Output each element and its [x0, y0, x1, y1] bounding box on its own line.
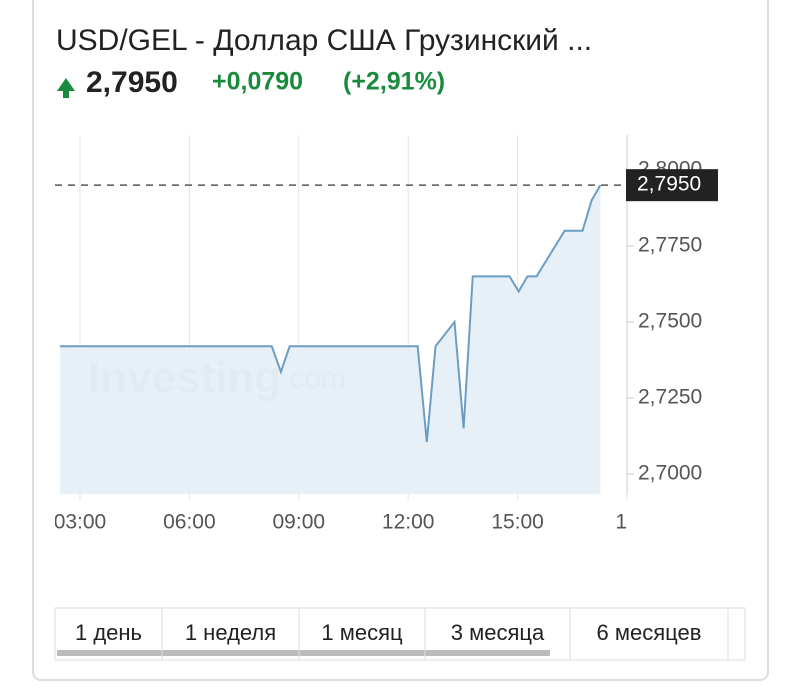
tab[interactable]: 3 месяца: [451, 620, 545, 645]
y-tick-label: 2,7000: [638, 461, 702, 484]
tab[interactable]: 6 месяцев: [597, 620, 702, 645]
up-arrow: [57, 78, 75, 98]
y-tick-label: 2,7250: [638, 385, 702, 408]
price-marker: [626, 169, 718, 202]
tabs: 1 день 1 неделя 1 месяц 3 месяца 6 месяцев: [75, 608, 729, 660]
x-tick-label: 06:00: [163, 511, 216, 534]
card: [32, 0, 769, 681]
y-tick-label: 2,7750: [638, 233, 702, 256]
x-tick-label: 09:00: [273, 511, 326, 534]
change-pct: (+2,91%): [343, 68, 445, 96]
change: +0,0790: [212, 68, 303, 96]
tab[interactable]: 1 неделя: [185, 620, 276, 645]
plot: 03:0006:0009:0012:0015:0018Investing.com…: [54, 135, 718, 534]
y-tick-label: 2,7500: [638, 309, 702, 332]
x-tick-label: 12:00: [382, 511, 435, 534]
tab[interactable]: 1 месяц: [321, 620, 403, 645]
x-tick-label: 03:00: [54, 511, 107, 534]
title: USD/GEL - Доллар США Грузинский ...: [56, 24, 592, 57]
price: 2,7950: [86, 66, 178, 99]
tab[interactable]: 1 день: [75, 620, 142, 645]
x-tick-label: 15:00: [491, 511, 544, 534]
price-marker-label: 2,7950: [637, 173, 701, 196]
x-tick-label: 18: [615, 511, 638, 534]
tab-underline: [57, 650, 550, 656]
line: [59, 184, 602, 443]
